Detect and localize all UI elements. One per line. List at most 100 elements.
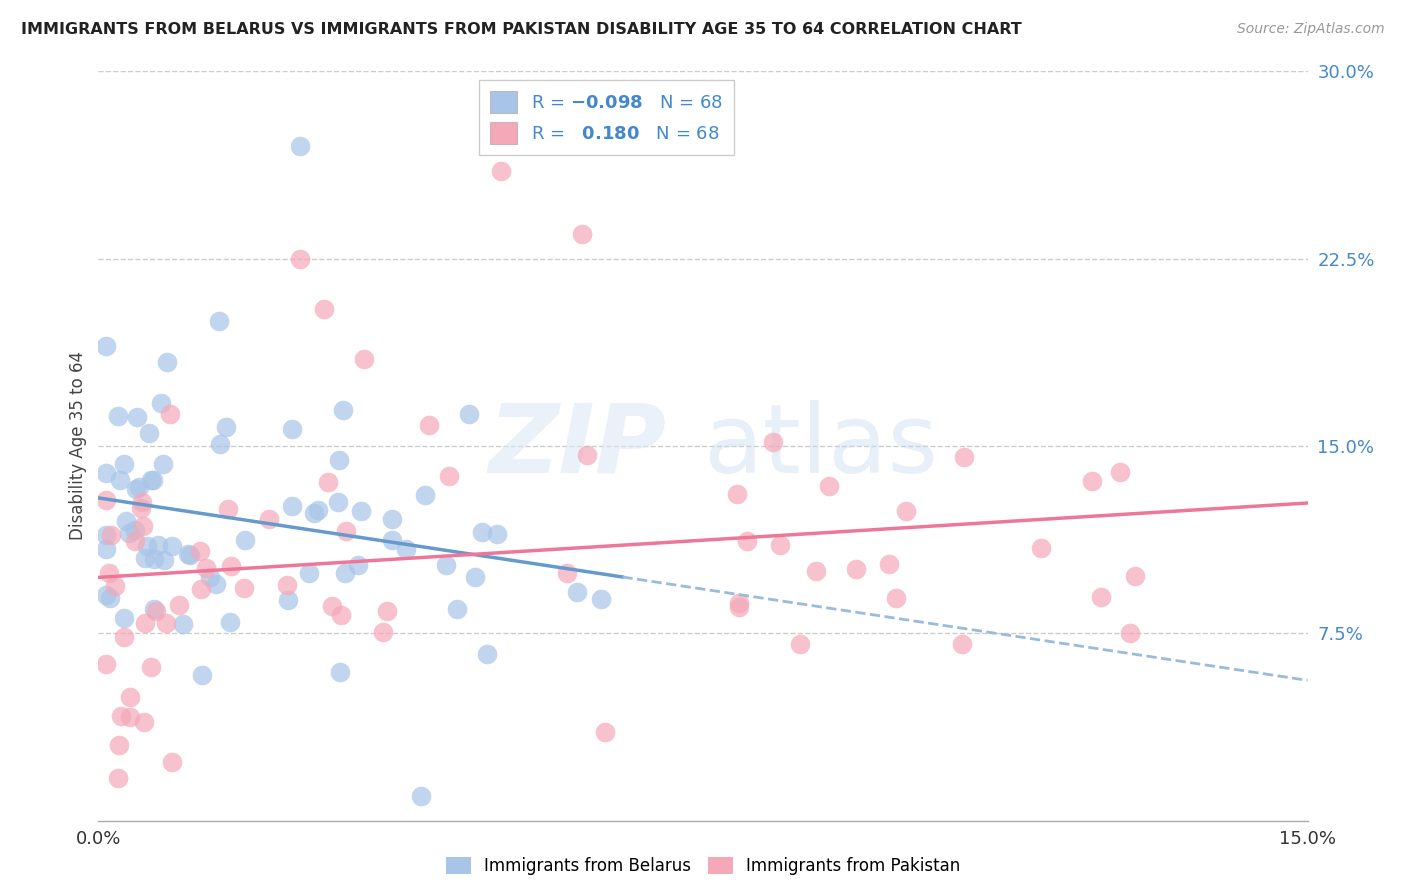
Point	[395, 542, 418, 557]
Point	[98, 566, 121, 580]
Point	[96, 492, 118, 507]
Point	[288, 139, 311, 153]
Point	[139, 473, 162, 487]
Point	[125, 410, 148, 425]
Point	[167, 599, 190, 613]
Point	[190, 582, 212, 597]
Point	[728, 596, 751, 610]
Point	[108, 739, 131, 753]
Point	[96, 588, 118, 602]
Text: IMMIGRANTS FROM BELARUS VS IMMIGRANTS FROM PAKISTAN DISABILITY AGE 35 TO 64 CORR: IMMIGRANTS FROM BELARUS VS IMMIGRANTS FR…	[21, 22, 1022, 37]
Point	[233, 581, 256, 595]
Point	[179, 548, 201, 562]
Point	[114, 514, 136, 528]
Text: atlas: atlas	[703, 400, 938, 492]
Point	[806, 564, 828, 578]
Point	[434, 558, 457, 573]
Point	[104, 578, 127, 592]
Point	[458, 407, 481, 421]
Point	[162, 755, 184, 769]
Point	[302, 506, 325, 520]
Point	[172, 617, 194, 632]
Point	[415, 488, 437, 502]
Text: ZIP: ZIP	[489, 400, 666, 492]
Point	[486, 527, 509, 541]
Point	[221, 558, 243, 573]
Point	[118, 690, 141, 704]
Point	[728, 599, 751, 614]
Point	[281, 422, 304, 436]
Point	[152, 457, 174, 471]
Legend: Immigrants from Belarus, Immigrants from Pakistan: Immigrants from Belarus, Immigrants from…	[437, 849, 969, 884]
Point	[124, 524, 146, 538]
Point	[98, 591, 121, 605]
Point	[762, 434, 785, 449]
Point	[209, 437, 232, 451]
Point	[131, 495, 153, 509]
Point	[381, 533, 404, 547]
Point	[288, 252, 311, 266]
Point	[330, 607, 353, 622]
Point	[159, 408, 181, 422]
Point	[112, 630, 135, 644]
Point	[233, 533, 256, 548]
Point	[96, 339, 118, 353]
Point	[149, 396, 172, 410]
Point	[409, 789, 432, 803]
Point	[100, 528, 122, 542]
Point	[135, 539, 157, 553]
Point	[108, 473, 131, 487]
Point	[107, 771, 129, 785]
Point	[143, 602, 166, 616]
Point	[418, 418, 440, 433]
Point	[375, 604, 398, 618]
Point	[818, 479, 841, 493]
Point	[316, 475, 339, 489]
Point	[1081, 475, 1104, 489]
Point	[218, 615, 240, 630]
Point	[128, 480, 150, 494]
Point	[353, 351, 375, 366]
Point	[139, 659, 162, 673]
Point	[471, 524, 494, 539]
Point	[1031, 541, 1053, 555]
Point	[134, 715, 156, 730]
Point	[335, 524, 357, 538]
Point	[96, 466, 118, 480]
Point	[217, 501, 239, 516]
Point	[298, 566, 321, 580]
Point	[191, 668, 214, 682]
Point	[491, 164, 513, 178]
Point	[118, 710, 141, 724]
Point	[276, 578, 298, 592]
Point	[1119, 626, 1142, 640]
Point	[132, 518, 155, 533]
Legend: R = $\mathbf{-0.098}$   N = 68, R = $\mathbf{\ \ 0.180}$   N = 68: R = $\mathbf{-0.098}$ N = 68, R = $\math…	[478, 80, 734, 155]
Point	[156, 354, 179, 368]
Point	[96, 657, 118, 672]
Point	[307, 503, 329, 517]
Point	[725, 487, 748, 501]
Point	[145, 604, 167, 618]
Y-axis label: Disability Age 35 to 64: Disability Age 35 to 64	[69, 351, 87, 541]
Point	[146, 538, 169, 552]
Point	[134, 615, 156, 630]
Point	[118, 526, 141, 541]
Point	[195, 561, 218, 575]
Point	[96, 542, 118, 557]
Point	[333, 566, 356, 581]
Point	[328, 495, 350, 509]
Point	[188, 544, 211, 558]
Point	[571, 227, 593, 241]
Point	[215, 419, 238, 434]
Point	[575, 449, 598, 463]
Point	[129, 500, 152, 515]
Point	[138, 425, 160, 440]
Point	[950, 637, 973, 651]
Point	[162, 539, 184, 553]
Point	[208, 314, 231, 328]
Point	[886, 591, 908, 605]
Point	[143, 552, 166, 566]
Point	[589, 592, 612, 607]
Point	[200, 570, 222, 584]
